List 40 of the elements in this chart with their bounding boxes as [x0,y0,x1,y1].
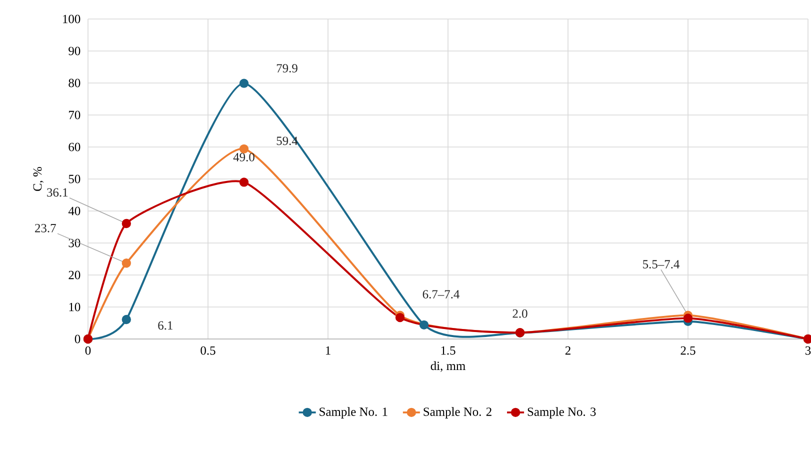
y-tick-label: 50 [68,174,80,184]
annotation: 49.0 [233,152,254,162]
annotation: 5.5–7.4 [643,260,680,268]
y-tick-label: 40 [68,206,80,216]
y-tick-label: 80 [68,78,80,88]
point [122,258,131,268]
x-tick-label: 0.5 [200,346,216,355]
point [683,314,693,323]
point [239,178,249,187]
annotation: 79.9 [276,64,298,73]
annotation: 6.7–7.4 [422,290,460,299]
x-axis-title: di, mm [430,361,466,372]
y-tick-label: 10 [69,302,80,312]
x-tick-label: 2.5 [680,346,696,355]
y-tick-label: 30 [68,238,80,248]
y-tick-label: 0 [74,334,80,344]
x-tick-label: 1 [326,346,330,355]
x-tick-label: 3 [805,346,811,355]
y-tick-label: 90 [68,46,80,56]
legend-label: Sample No. 1 [320,407,388,418]
point [122,314,131,324]
annotation: 6.1 [158,321,172,330]
y-tick-label: 60 [68,142,80,152]
annotation: 36.1 [47,188,68,197]
y-tick-label: 100 [63,14,80,24]
x-tick-label: 2 [565,346,570,355]
annotation: 2.0 [512,309,528,318]
point [239,144,249,154]
legend-label: Sample No. 2 [424,407,492,418]
annotation: 23.7 [35,224,56,232]
point [239,78,249,88]
y-tick-label: 70 [69,110,80,120]
y-tick-label: 20 [68,270,80,280]
x-tick-label: 1.5 [441,346,456,355]
point [395,312,405,322]
point [419,320,429,330]
x-tick-label: 0 [85,346,91,355]
legend-label: Sample No. 3 [528,407,596,418]
y-axis-title: C, % [33,166,44,191]
point [122,218,131,228]
